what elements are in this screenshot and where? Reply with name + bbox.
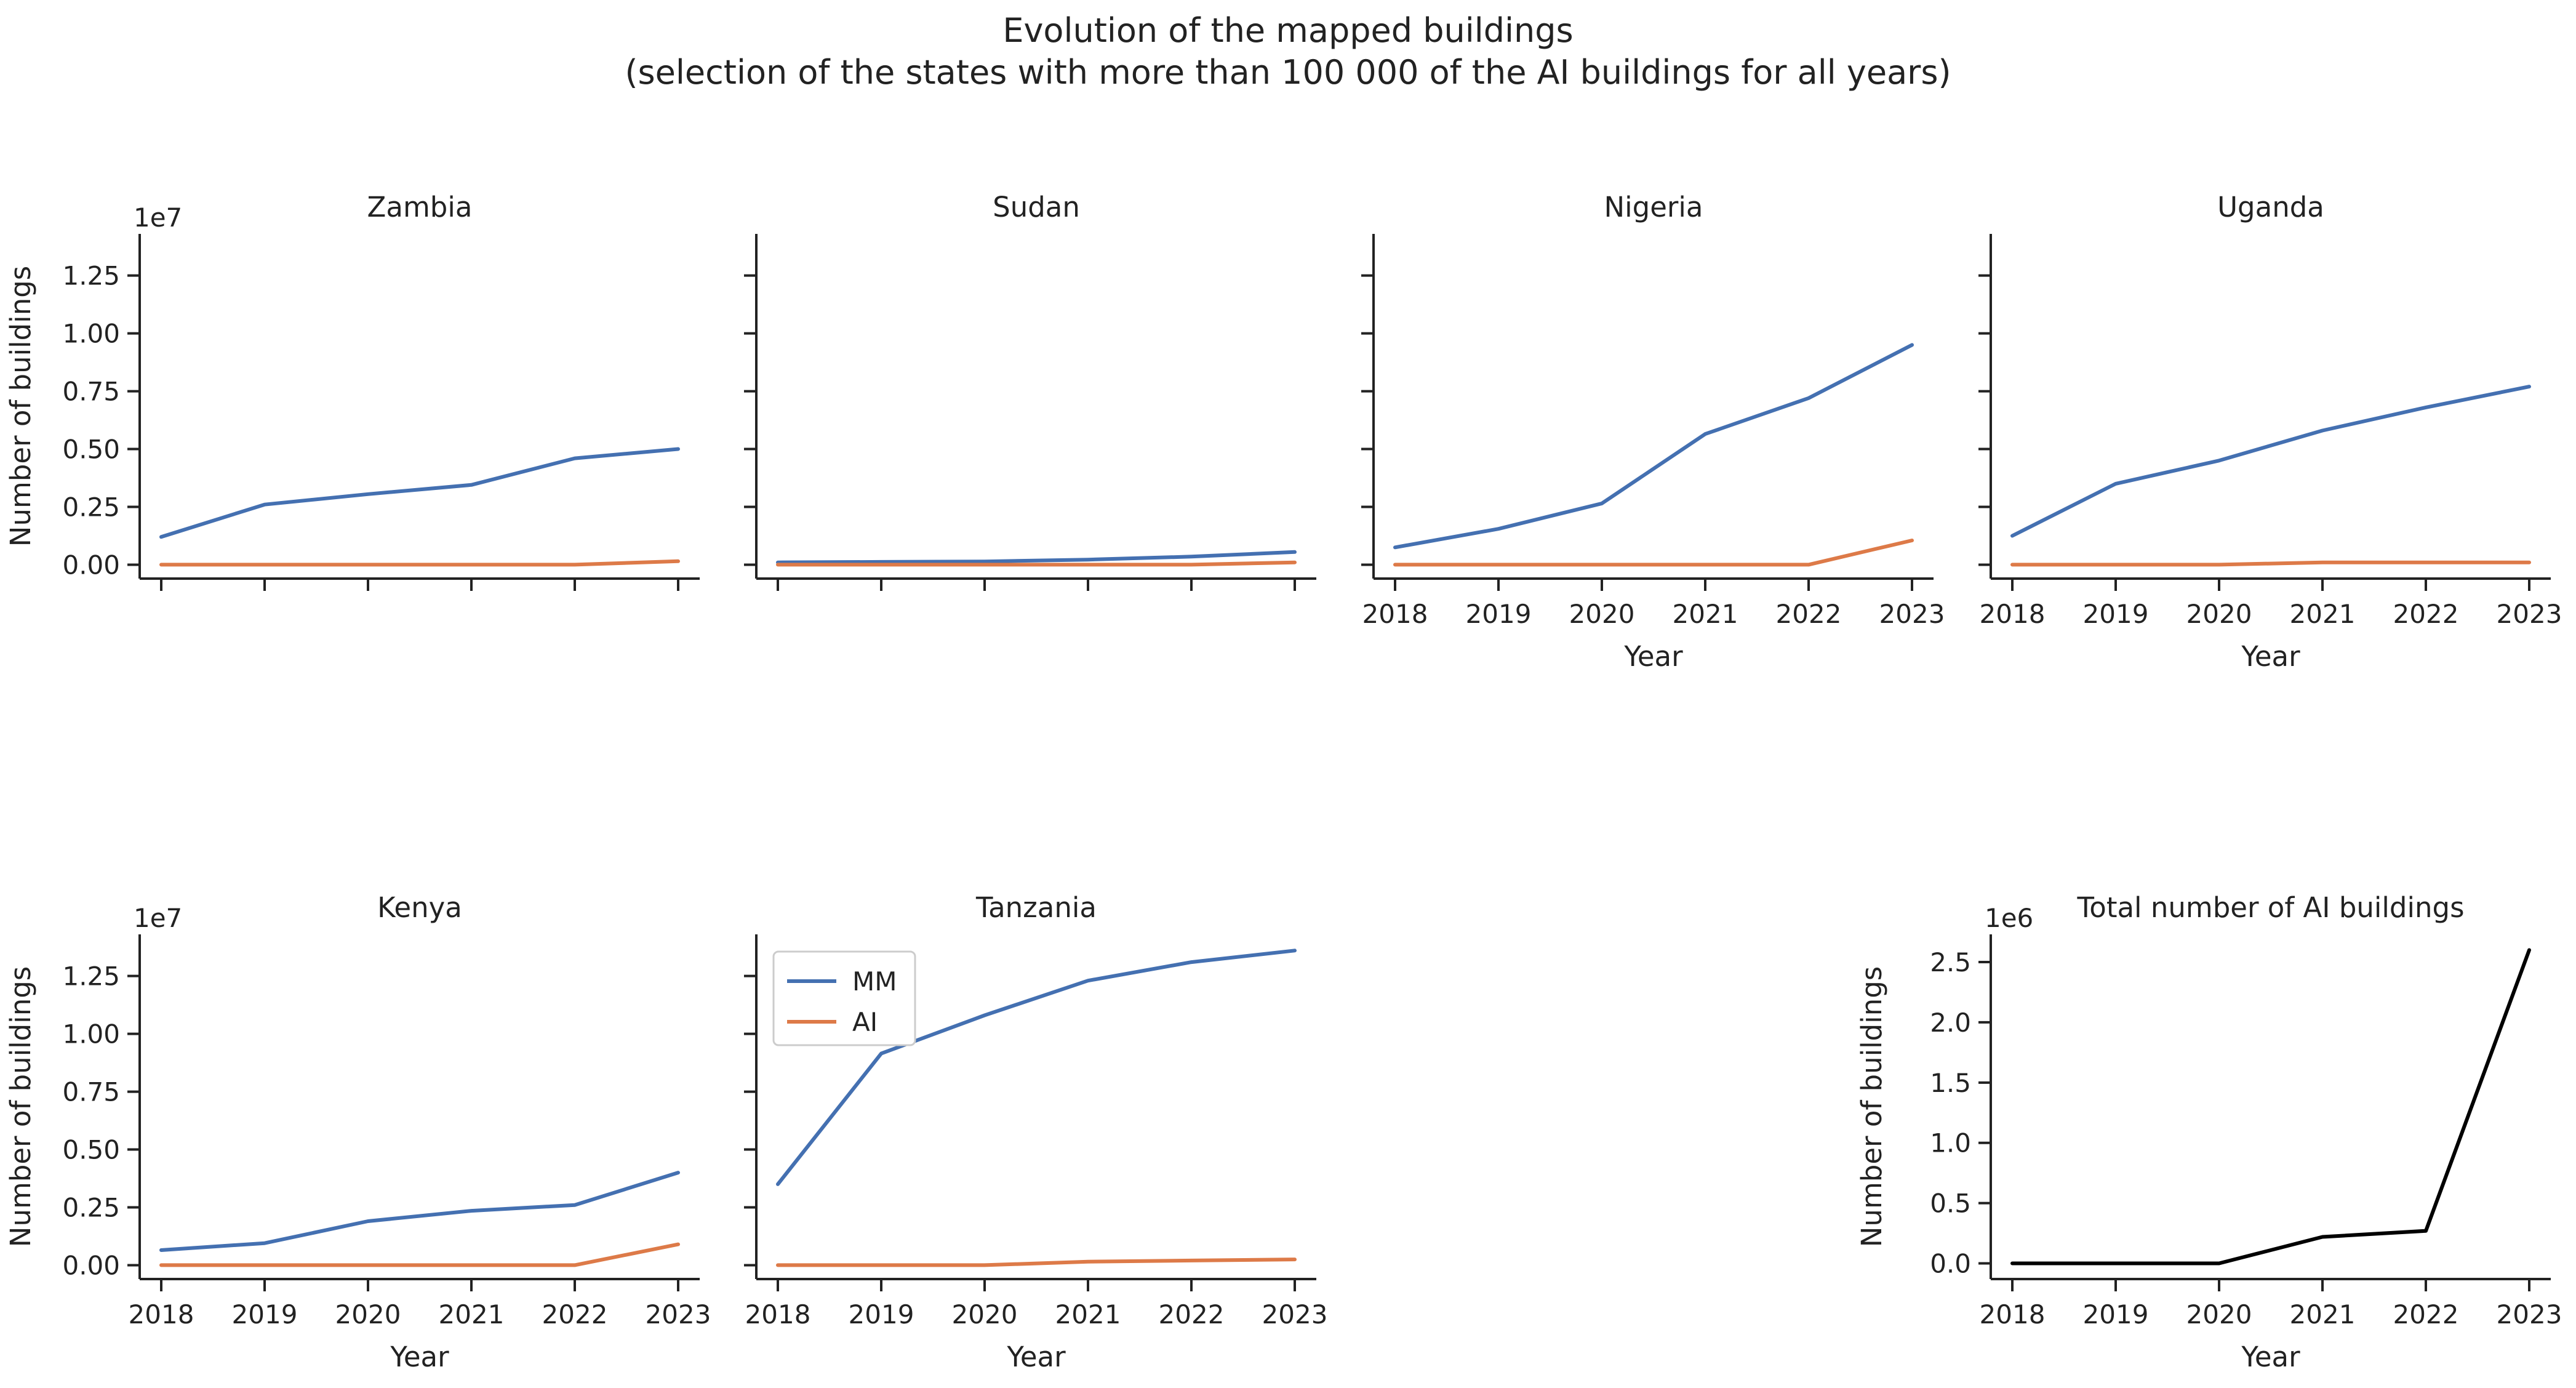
x-tick-label: 2021 xyxy=(2290,1299,2356,1330)
series-line-mm xyxy=(159,447,680,539)
x-tick-label: 2019 xyxy=(2083,1299,2149,1330)
y-tick-label: 2.0 xyxy=(1930,1008,1971,1038)
subplot-title: Nigeria xyxy=(1604,191,1703,223)
legend-label-ai: AI xyxy=(852,1007,878,1037)
x-tick-label: 2021 xyxy=(1055,1299,1121,1330)
y-tick-label: 0.50 xyxy=(62,435,120,465)
x-tick-label: 2020 xyxy=(2186,599,2252,629)
legend-label-mm: MM xyxy=(852,966,897,997)
y-axis-label: Number of buildings xyxy=(4,266,37,547)
x-axis-label: Year xyxy=(2241,1341,2300,1373)
legend: MM AI xyxy=(772,950,916,1046)
x-tick-label: 2018 xyxy=(1980,1299,2046,1330)
y-tick-label: 0.75 xyxy=(62,1077,120,1107)
subplot-title: Tanzania xyxy=(975,891,1097,924)
series-line-ai xyxy=(1393,539,1914,567)
x-tick-label: 2018 xyxy=(1980,599,2046,629)
x-axis-label: Year xyxy=(1623,640,1683,673)
y-tick-label: 0.00 xyxy=(62,1250,120,1280)
y-axis-label: Number of buildings xyxy=(1855,966,1888,1247)
y-tick-label: 0.0 xyxy=(1930,1249,1971,1279)
legend-frame xyxy=(772,950,916,1046)
x-tick-label: 2019 xyxy=(232,1299,298,1330)
subplot-uganda: 2018 2019 2020 2021 2022 2023 Uganda Year xyxy=(1978,191,2562,673)
y-tick-label: 1.00 xyxy=(62,1019,120,1049)
y-tick-label: 0.25 xyxy=(62,492,120,522)
x-tick-label: 2022 xyxy=(1776,599,1842,629)
y-tick-label: 1.25 xyxy=(62,261,120,291)
y-tick-label: 0.50 xyxy=(62,1135,120,1165)
figure-subtitle: (selection of the states with more than … xyxy=(625,53,1951,92)
x-tick-label: 2022 xyxy=(2393,599,2459,629)
subplot-title: Total number of AI buildings xyxy=(2076,891,2464,924)
series-line-mm xyxy=(2010,385,2531,538)
x-tick-label: 2023 xyxy=(2497,1299,2562,1330)
x-tick-label: 2023 xyxy=(1879,599,1945,629)
subplot-kenya: 0.00 0.25 0.50 0.75 1.00 1.25 2018 2019 2020 2021… xyxy=(4,891,711,1373)
y-offset-label: 1e7 xyxy=(134,203,182,233)
x-tick-label: 2019 xyxy=(2083,599,2149,629)
series-line-mm xyxy=(159,1171,680,1252)
series-line-ai xyxy=(2010,560,2531,567)
series-line-mm xyxy=(1393,343,1914,550)
figure-title: Evolution of the mapped buildings xyxy=(1002,11,1574,50)
y-axis-label: Number of buildings xyxy=(4,966,37,1247)
x-tick-label: 2023 xyxy=(2497,599,2562,629)
x-axis-label: Year xyxy=(2241,640,2300,673)
series-line-total xyxy=(2010,948,2531,1266)
y-tick-label: 0.75 xyxy=(62,377,120,407)
x-tick-label: 2022 xyxy=(2393,1299,2459,1330)
y-tick-label: 1.00 xyxy=(62,319,120,349)
series-line-ai xyxy=(776,560,1297,567)
y-offset-label: 1e7 xyxy=(134,903,182,933)
x-tick-label: 2020 xyxy=(335,1299,401,1330)
x-tick-label: 2021 xyxy=(439,1299,505,1330)
x-tick-label: 2021 xyxy=(2290,599,2356,629)
x-tick-label: 2022 xyxy=(542,1299,608,1330)
subplot-zambia: 0.00 0.25 0.50 0.75 1.00 1.25 1e7 Zambia Number … xyxy=(4,191,700,591)
y-tick-label: 0.25 xyxy=(62,1192,120,1222)
subplot-tanzania: 2018 2019 2020 2021 2022 2023 Tanzania Year MM AI xyxy=(744,891,1327,1373)
subplot-nigeria: 2018 2019 2020 2021 2022 2023 Nigeria Year xyxy=(1361,191,1945,673)
x-tick-label: 2023 xyxy=(1262,1299,1328,1330)
x-tick-label: 2019 xyxy=(1466,599,1532,629)
x-tick-label: 2020 xyxy=(1569,599,1635,629)
x-tick-label: 2021 xyxy=(1673,599,1738,629)
subplot-sudan: Sudan xyxy=(744,191,1316,591)
x-tick-label: 2020 xyxy=(952,1299,1018,1330)
series-line-mm xyxy=(776,550,1297,564)
x-tick-label: 2019 xyxy=(849,1299,914,1330)
x-axis-label: Year xyxy=(1006,1341,1066,1373)
x-tick-label: 2018 xyxy=(745,1299,811,1330)
y-tick-label: 1.0 xyxy=(1930,1128,1971,1158)
x-tick-label: 2018 xyxy=(1362,599,1428,629)
x-tick-label: 2022 xyxy=(1159,1299,1225,1330)
series-line-ai xyxy=(776,1258,1297,1267)
subplot-title: Sudan xyxy=(993,191,1080,223)
subplot-title: Uganda xyxy=(2217,191,2324,223)
subplot-total-number-of-ai-buildings: 0.0 0.5 1.0 1.5 2.0 2.5 2018 2019 2020 2021 2022 20… xyxy=(1855,891,2562,1373)
x-tick-label: 2020 xyxy=(2186,1299,2252,1330)
y-tick-label: 1.5 xyxy=(1930,1068,1971,1098)
series-line-mm xyxy=(776,949,1297,1186)
y-tick-label: 0.5 xyxy=(1930,1189,1971,1219)
subplot-title: Zambia xyxy=(367,191,473,223)
x-axis-label: Year xyxy=(390,1341,449,1373)
y-tick-label: 1.25 xyxy=(62,961,120,992)
y-tick-label: 2.5 xyxy=(1930,947,1971,977)
y-tick-label: 0.00 xyxy=(62,550,120,580)
x-tick-label: 2023 xyxy=(646,1299,711,1330)
series-line-ai xyxy=(159,1242,680,1267)
x-tick-label: 2018 xyxy=(129,1299,194,1330)
y-offset-label: 1e6 xyxy=(1985,903,2033,933)
subplot-title: Kenya xyxy=(377,891,462,924)
series-line-ai xyxy=(159,559,680,567)
